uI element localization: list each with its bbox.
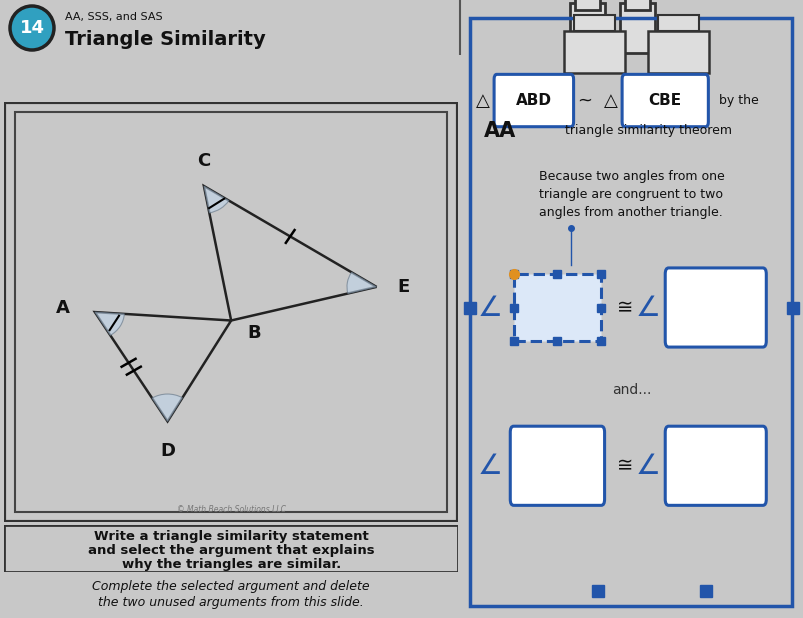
Text: triangle similarity theorem: triangle similarity theorem [565, 124, 731, 137]
FancyBboxPatch shape [564, 30, 624, 73]
Circle shape [10, 6, 54, 50]
Wedge shape [152, 394, 182, 421]
Text: © Math Beach Solutions LLC: © Math Beach Solutions LLC [177, 505, 285, 514]
Text: 14: 14 [19, 19, 44, 37]
FancyBboxPatch shape [622, 74, 707, 127]
FancyBboxPatch shape [494, 74, 573, 127]
FancyBboxPatch shape [619, 3, 654, 53]
FancyBboxPatch shape [513, 274, 601, 341]
Text: ~: ~ [577, 91, 591, 109]
Text: and select the argument that explains: and select the argument that explains [88, 544, 374, 557]
Text: ∠: ∠ [477, 452, 502, 480]
FancyBboxPatch shape [574, 0, 599, 10]
FancyBboxPatch shape [569, 3, 604, 53]
Text: △: △ [476, 91, 490, 109]
Text: B: B [247, 324, 260, 342]
Text: AA, SSS, and SAS: AA, SSS, and SAS [65, 12, 162, 22]
FancyBboxPatch shape [624, 0, 649, 10]
FancyBboxPatch shape [664, 268, 765, 347]
FancyBboxPatch shape [664, 426, 765, 506]
FancyBboxPatch shape [510, 426, 604, 506]
Text: E: E [397, 278, 410, 296]
Text: ABD: ABD [516, 93, 551, 108]
Text: Because two angles from one
triangle are congruent to two
angles from another tr: Because two angles from one triangle are… [538, 171, 724, 219]
Text: CBE: CBE [648, 93, 681, 108]
Text: ∠: ∠ [477, 294, 502, 321]
Text: A: A [56, 299, 70, 317]
Text: ≅: ≅ [616, 456, 632, 475]
Text: by the: by the [719, 94, 758, 107]
Text: D: D [160, 442, 175, 460]
Text: C: C [197, 152, 210, 170]
Text: Triangle Similarity: Triangle Similarity [65, 30, 266, 48]
Wedge shape [204, 186, 229, 213]
Text: Write a triangle similarity statement: Write a triangle similarity statement [94, 530, 368, 543]
FancyBboxPatch shape [647, 30, 708, 73]
Text: Complete the selected argument and delete: Complete the selected argument and delet… [92, 580, 369, 593]
Text: ≅: ≅ [616, 298, 632, 317]
FancyBboxPatch shape [658, 15, 698, 30]
Text: and...: and... [611, 383, 650, 397]
Wedge shape [95, 312, 124, 336]
Text: AA: AA [483, 121, 516, 141]
FancyBboxPatch shape [573, 15, 614, 30]
Text: ∠: ∠ [635, 452, 660, 480]
Text: △: △ [604, 91, 618, 109]
Text: why the triangles are similar.: why the triangles are similar. [121, 558, 340, 571]
Text: the two unused arguments from this slide.: the two unused arguments from this slide… [98, 596, 364, 609]
Wedge shape [347, 273, 376, 294]
Text: ∠: ∠ [635, 294, 660, 321]
